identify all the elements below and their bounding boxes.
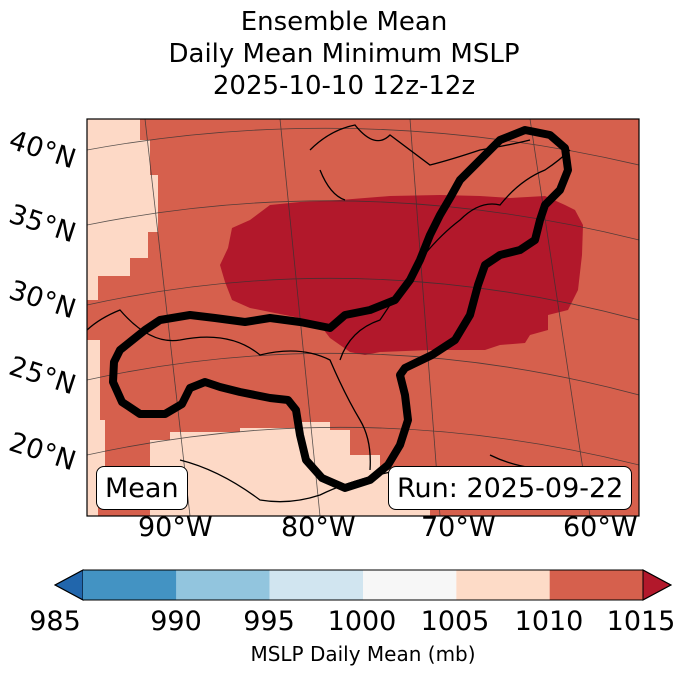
cbar-segment [176,570,270,600]
cbar-segment [269,570,363,600]
cbar-tick-1015: 1015 [606,606,676,637]
cbar-arrow-low [53,569,84,601]
colorbar-label: MSLP Daily Mean (mb) [250,642,476,666]
lon-label-70: 70°W [421,512,496,543]
cbar-tick-985: 985 [29,606,81,637]
cbar-segment [83,570,177,600]
title-line-3: 2025-10-10 12z-12z [212,71,476,101]
field-1005-1010-west-low [87,340,105,516]
cbar-segment [549,570,643,600]
lon-label-80: 80°W [281,512,356,543]
field-1005-1010-south [150,422,430,516]
cbar-tick-1000: 1000 [327,606,397,637]
title-line-2: Daily Mean Minimum MSLP [168,39,520,69]
cbar-segment [456,570,550,600]
field-1005-1010-west [87,119,158,300]
contour-outline [109,126,572,492]
cbar-tick-1005: 1005 [420,606,490,637]
field-above-1015 [220,195,583,355]
colorbar [53,569,673,601]
cbar-tick-990: 990 [150,606,202,637]
lon-label-90: 90°W [138,512,213,543]
mean-box: Mean [96,466,188,510]
coastlines [87,124,571,503]
title-line-1: Ensemble Mean [240,7,448,37]
cbar-tick-995: 995 [243,606,295,637]
cbar-segment [363,570,457,600]
cbar-tick-1010: 1010 [514,606,584,637]
cbar-outline [53,569,673,601]
cbar-arrow-high [642,569,673,601]
map-frame [86,118,640,517]
lon-label-60: 60°W [563,512,638,543]
run-date-box: Run: 2025-09-22 [388,466,633,510]
